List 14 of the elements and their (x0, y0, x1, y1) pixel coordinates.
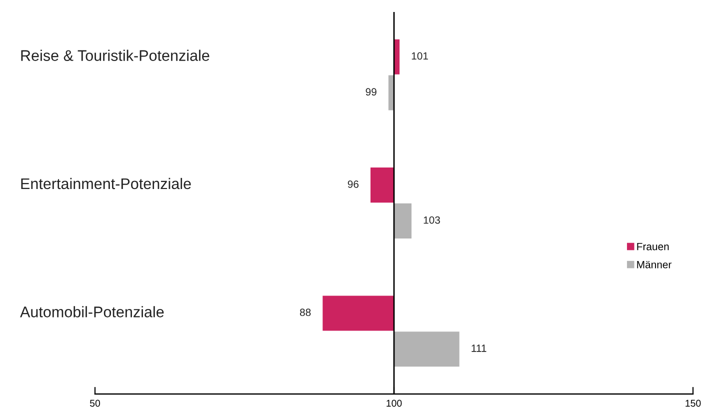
data-label: 96 (348, 180, 359, 188)
legend-label: Männer (637, 261, 672, 268)
data-label: 103 (424, 216, 440, 224)
x-tick-label: 100 (386, 400, 402, 407)
data-label: 111 (472, 344, 486, 352)
data-label: 101 (412, 52, 428, 60)
y-tick-label: Entertainment-Potenziale (21, 178, 191, 190)
legend-label: Frauen (637, 242, 669, 250)
y-tick-label: Automobil-Potenziale (20, 306, 164, 318)
data-label: 88 (300, 308, 311, 316)
x-tick-label: 150 (686, 400, 701, 407)
x-tick-label: 50 (90, 400, 100, 407)
data-label: 99 (366, 88, 376, 96)
y-tick-label: Reise & Touristik-Potenziale (21, 50, 210, 61)
